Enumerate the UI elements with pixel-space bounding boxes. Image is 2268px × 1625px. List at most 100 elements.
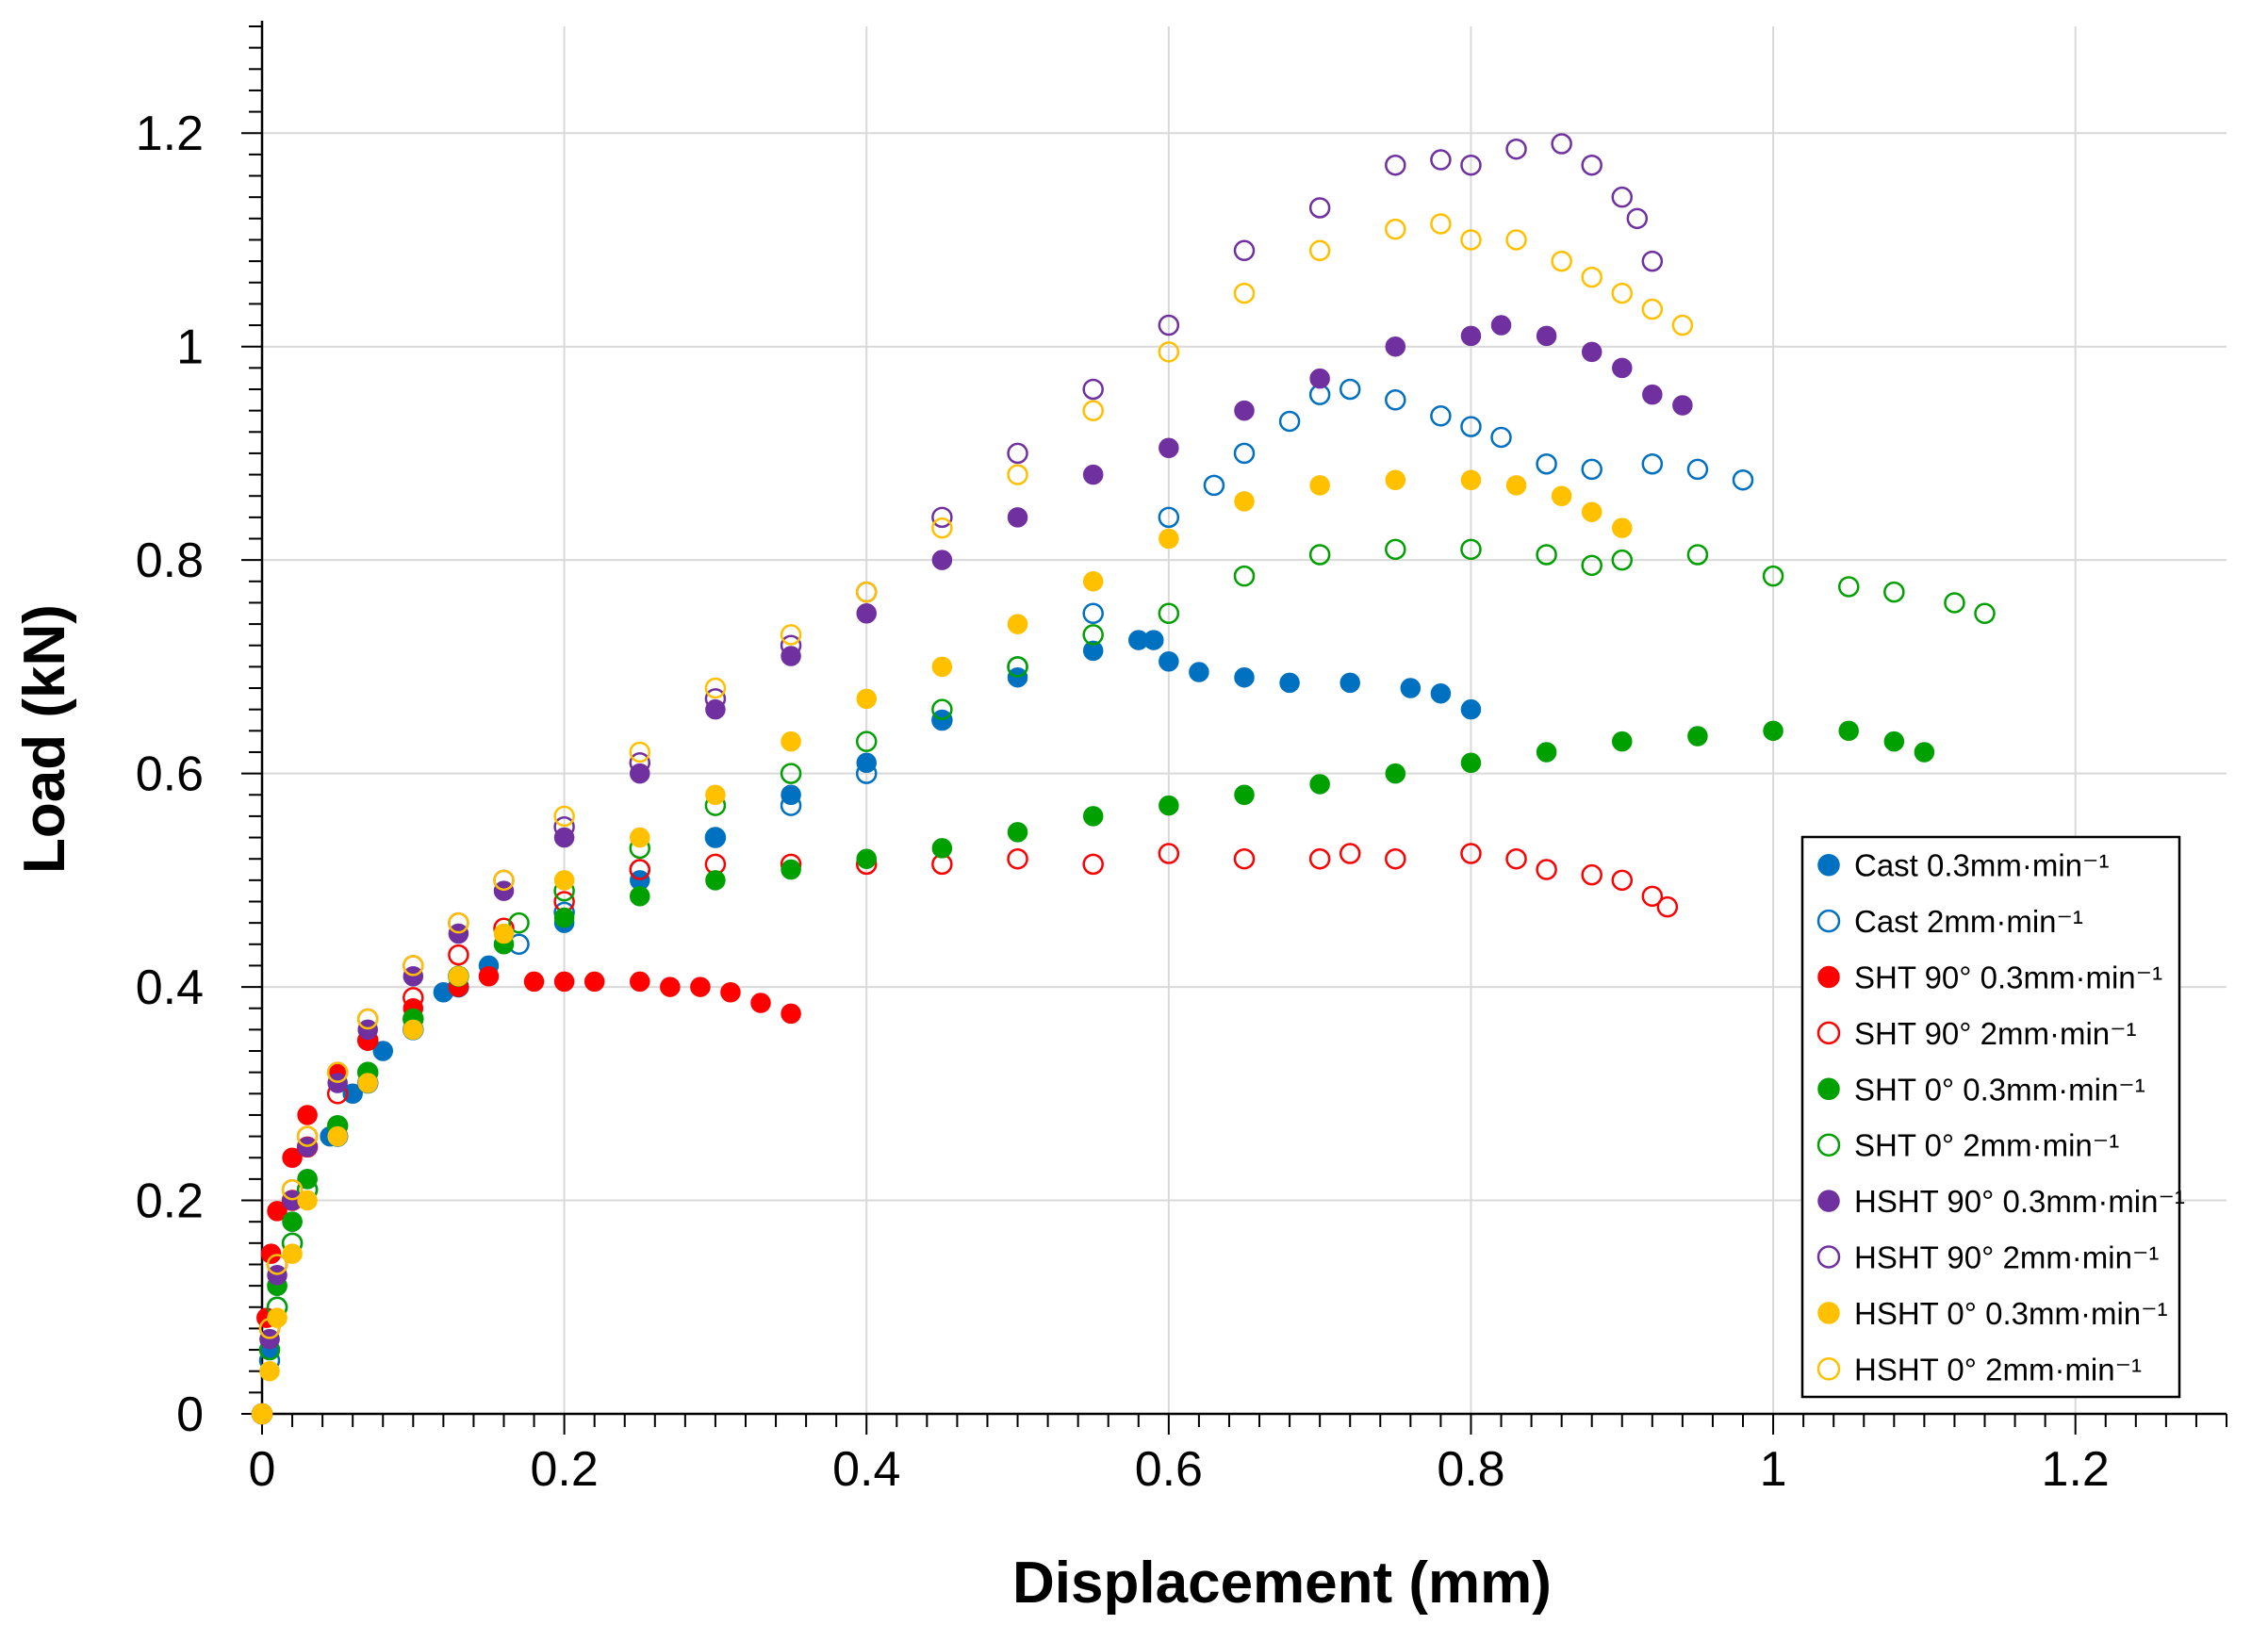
data-point bbox=[1763, 720, 1783, 742]
legend-label: SHT 90° 2mm·min⁻¹ bbox=[1854, 1016, 2137, 1051]
data-point bbox=[1234, 400, 1255, 421]
data-point bbox=[1082, 464, 1104, 485]
data-point bbox=[448, 911, 469, 934]
data-point bbox=[583, 971, 605, 993]
data-point bbox=[1944, 592, 1965, 614]
legend-label: Cast 2mm·min⁻¹ bbox=[1854, 904, 2083, 939]
legend-marker bbox=[1816, 909, 1841, 933]
data-point bbox=[372, 1041, 393, 1061]
data-point bbox=[781, 859, 801, 880]
data-point bbox=[1339, 672, 1360, 694]
data-point bbox=[1626, 207, 1649, 230]
data-point bbox=[1460, 416, 1482, 437]
data-point bbox=[448, 923, 469, 944]
data-point bbox=[629, 752, 651, 774]
series-8 bbox=[252, 469, 1633, 1424]
legend-label: SHT 0° 2mm·min⁻¹ bbox=[1854, 1128, 2119, 1163]
y-tick-label: 1 bbox=[176, 320, 204, 375]
legend-marker bbox=[1816, 1357, 1841, 1381]
data-point bbox=[781, 646, 801, 666]
data-point bbox=[281, 1178, 304, 1201]
data-point bbox=[1505, 229, 1527, 251]
data-point bbox=[1385, 336, 1406, 357]
data-point bbox=[931, 698, 953, 720]
data-point bbox=[1278, 410, 1301, 433]
data-point bbox=[1309, 368, 1330, 389]
data-point bbox=[493, 923, 515, 944]
x-tick-label: 1.2 bbox=[2042, 1442, 2110, 1497]
data-point bbox=[1460, 229, 1482, 251]
data-point bbox=[251, 1403, 273, 1425]
data-point bbox=[1339, 843, 1361, 864]
data-point bbox=[1581, 863, 1602, 886]
data-point bbox=[1430, 682, 1452, 704]
data-point bbox=[1385, 847, 1406, 870]
data-point bbox=[1007, 847, 1028, 870]
data-point bbox=[1385, 469, 1406, 490]
series-1 bbox=[251, 378, 1754, 1425]
data-point bbox=[1430, 149, 1452, 171]
data-point bbox=[1400, 678, 1422, 698]
data-point bbox=[931, 838, 953, 859]
data-point bbox=[780, 763, 802, 784]
data-point bbox=[856, 688, 877, 710]
data-point bbox=[1536, 544, 1557, 566]
data-point bbox=[1233, 847, 1256, 870]
data-point bbox=[1581, 154, 1602, 176]
data-point bbox=[704, 677, 727, 699]
y-tick-label: 0.2 bbox=[136, 1174, 204, 1229]
data-point bbox=[1159, 795, 1179, 816]
legend-label: HSHT 90° 2mm·min⁻¹ bbox=[1854, 1240, 2159, 1275]
data-point bbox=[1641, 452, 1664, 475]
data-point bbox=[296, 1125, 319, 1147]
legend-label: HSHT 0° 2mm·min⁻¹ bbox=[1854, 1352, 2142, 1387]
data-point bbox=[1430, 213, 1452, 235]
data-point bbox=[1611, 282, 1634, 304]
data-point bbox=[493, 869, 515, 892]
data-point bbox=[553, 907, 575, 928]
data-point bbox=[1159, 650, 1179, 672]
data-point bbox=[1551, 133, 1572, 155]
data-point bbox=[508, 911, 530, 934]
data-point bbox=[1385, 389, 1406, 411]
series-7 bbox=[251, 133, 1664, 1425]
data-point bbox=[630, 971, 650, 993]
data-point bbox=[1158, 602, 1180, 625]
data-point bbox=[1838, 720, 1859, 742]
data-point bbox=[1536, 452, 1557, 475]
data-point bbox=[282, 1211, 303, 1232]
data-point bbox=[1581, 266, 1602, 288]
data-point bbox=[1082, 853, 1104, 876]
data-point bbox=[553, 805, 575, 828]
data-point bbox=[403, 966, 424, 987]
data-point bbox=[267, 1201, 288, 1222]
data-point bbox=[1082, 624, 1104, 646]
gridlines bbox=[262, 26, 2227, 1414]
data-point bbox=[1641, 298, 1664, 320]
data-point bbox=[1612, 357, 1633, 379]
data-point bbox=[660, 977, 681, 997]
data-point bbox=[1536, 325, 1557, 347]
data-point bbox=[630, 886, 650, 907]
data-point bbox=[259, 1328, 280, 1350]
data-point bbox=[1233, 282, 1256, 304]
data-point bbox=[1233, 239, 1256, 262]
legend-label: SHT 0° 0.3mm·min⁻¹ bbox=[1854, 1072, 2145, 1107]
data-point bbox=[1007, 614, 1028, 634]
y-tick-label: 0.6 bbox=[136, 747, 204, 802]
x-tick-label: 0.6 bbox=[1135, 1442, 1203, 1497]
data-point bbox=[855, 581, 878, 603]
data-point bbox=[1279, 672, 1300, 694]
series-4 bbox=[252, 720, 1935, 1424]
data-point bbox=[1159, 528, 1179, 550]
data-point bbox=[282, 1243, 303, 1264]
legend-marker bbox=[1817, 1302, 1840, 1324]
data-point bbox=[478, 966, 500, 987]
data-point bbox=[1460, 752, 1482, 774]
data-point bbox=[931, 517, 953, 539]
data-point bbox=[297, 1137, 318, 1157]
data-point bbox=[1430, 405, 1452, 427]
data-point bbox=[781, 784, 801, 806]
data-point bbox=[1082, 640, 1104, 662]
data-point bbox=[553, 870, 575, 891]
